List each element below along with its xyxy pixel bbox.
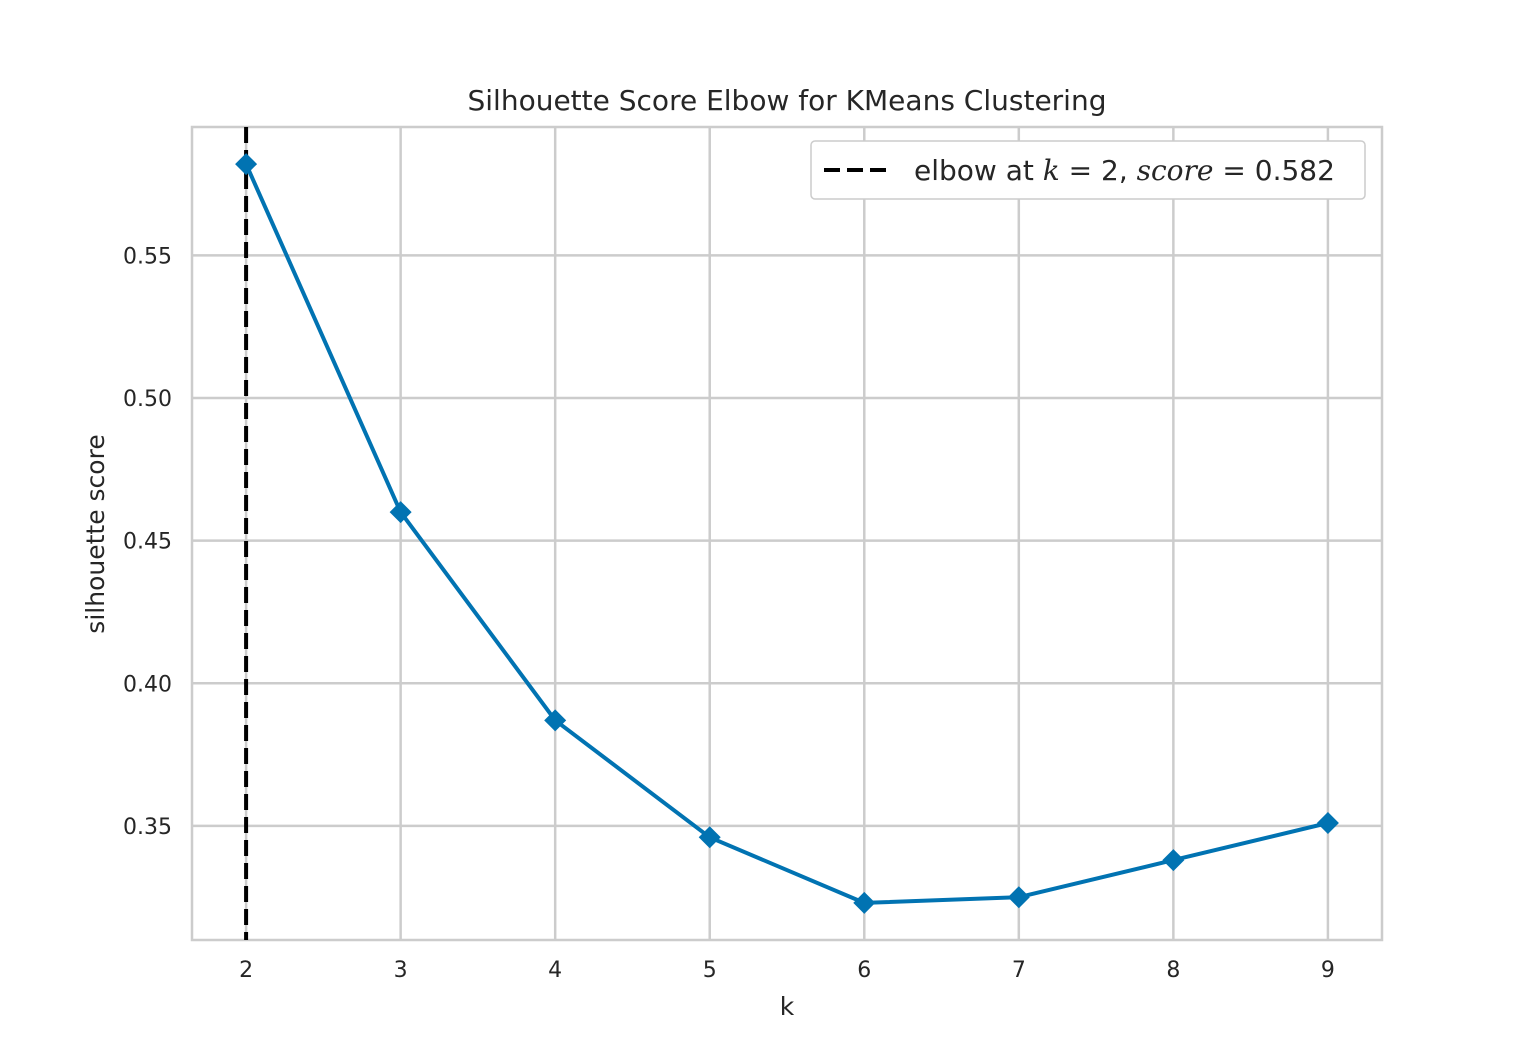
y-tick-label: 0.35 (123, 815, 172, 840)
y-axis-label: silhouette score (81, 434, 110, 633)
legend-score-value: 0.582 (1255, 154, 1335, 187)
x-tick-labels: 2 3 4 5 6 7 8 9 (239, 958, 1335, 983)
series-markers (235, 153, 1339, 914)
data-point-marker (389, 501, 412, 524)
y-tick-label: 0.55 (123, 244, 172, 269)
x-tick-label: 3 (394, 958, 408, 983)
data-point-marker (235, 153, 258, 176)
x-tick-label: 5 (703, 958, 717, 983)
chart-title: Silhouette Score Elbow for KMeans Cluste… (468, 84, 1107, 117)
legend-prefix: elbow at (914, 154, 1043, 187)
legend-k-value: 2 (1101, 154, 1119, 187)
grid (192, 127, 1382, 940)
legend: elbow at k = 2, score = 0.582 (810, 140, 1366, 200)
legend-box (810, 140, 1366, 200)
legend-score-var: score (1137, 154, 1214, 187)
legend-eq-2: = (1214, 154, 1255, 187)
y-tick-label: 0.45 (123, 530, 172, 555)
data-point-marker (544, 709, 567, 732)
legend-k-var: k (1043, 154, 1060, 187)
plot-frame (190, 125, 1384, 942)
x-tick-label: 4 (548, 958, 562, 983)
x-tick-label: 9 (1321, 958, 1335, 983)
x-axis-label: k (780, 992, 795, 1021)
legend-label: elbow at k = 2, score = 0.582 (914, 154, 1335, 187)
x-tick-label: 6 (857, 958, 871, 983)
x-tick-label: 7 (1012, 958, 1026, 983)
legend-separator: , (1119, 154, 1137, 187)
y-tick-label: 0.50 (123, 387, 172, 412)
data-point-marker (1007, 886, 1030, 909)
x-tick-label: 2 (239, 958, 253, 983)
y-tick-labels: 0.35 0.40 0.45 0.50 0.55 (123, 244, 172, 840)
data-point-marker (698, 826, 721, 849)
x-tick-label: 8 (1166, 958, 1180, 983)
legend-eq-1: = (1060, 154, 1101, 187)
data-point-marker (1162, 849, 1185, 872)
series-line (244, 163, 1329, 905)
data-point-marker (853, 891, 876, 914)
data-point-marker (1316, 812, 1339, 835)
y-tick-label: 0.40 (123, 672, 172, 697)
